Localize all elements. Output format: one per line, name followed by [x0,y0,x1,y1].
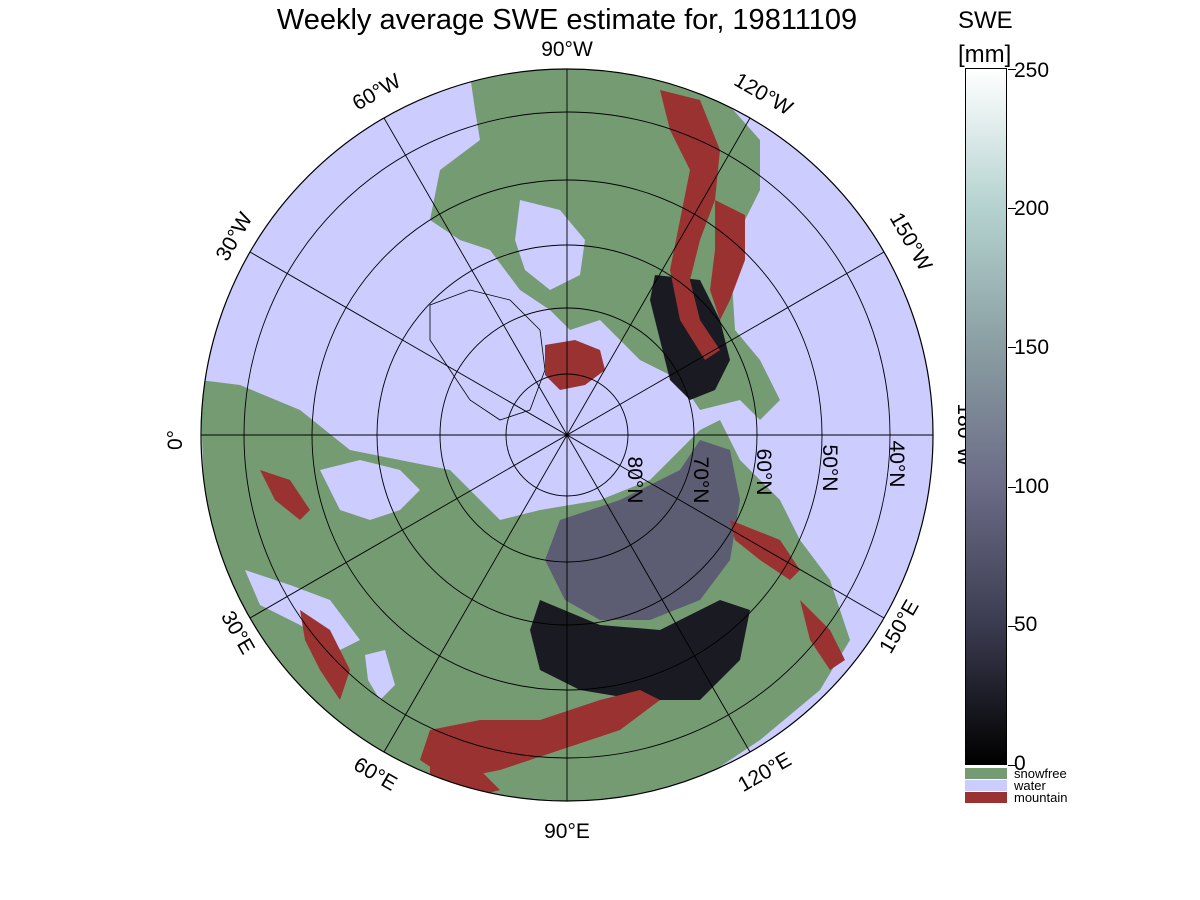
snow-siberia-dark [530,600,750,700]
mountain-rockies [660,90,720,360]
water-mediterranean [245,570,360,650]
lon-label-0: 0° [164,430,187,450]
lon-label-60w: 60°W [349,69,405,115]
lat-label-60n: 60°N [752,449,775,496]
lat-label-50n: 50°N [818,445,841,492]
colorbar-tick [1008,347,1016,348]
label-water: water [1014,778,1046,793]
colorbar-label-0: 0 [1014,752,1026,775]
colorbar-label-50: 50 [1014,613,1038,636]
land-greenland [429,289,546,421]
colorbar-label-200: 200 [1014,197,1050,220]
map-title: Weekly average SWE estimate for, 1981110… [276,4,858,36]
colorbar-tick [1008,765,1016,766]
colorbar-tick [1008,626,1016,627]
water-baltic [320,460,420,520]
swatch-water [965,780,1007,791]
colorbar-title-line1: SWE [958,7,1013,34]
mountain-ellesmere [545,340,605,390]
colorbar-title: SWE [mm] [958,4,1013,72]
lat-label-40n: 40°N [885,441,908,488]
water-caspian [365,650,395,700]
lat-label-70n: 70°N [689,457,712,504]
mountain-japan [800,600,845,670]
lon-label-60e: 60°E [350,753,401,796]
land-layer [201,69,850,801]
colorbar-title-line2: [mm] [958,41,1012,68]
map-border [200,68,934,802]
meridians [201,69,933,801]
colorbar-label-100: 100 [1014,475,1050,498]
swatch-mountain [965,792,1007,803]
colorbar-label-250: 250 [1014,59,1050,82]
water-hudson-bay [515,200,585,290]
mountain-caucasus [300,610,350,700]
label-snowfree: snowfree [1014,766,1067,781]
colorbar-tick [1008,69,1016,70]
lon-label-90e: 90°E [544,820,590,843]
mountain-himalaya [420,690,660,780]
colorbar-tick [1008,487,1016,488]
mountain-alps [260,470,310,520]
snow-siberia [545,440,740,620]
lat-label-80n: 80°N [623,457,646,504]
swatch-snowfree [965,768,1007,779]
lon-label-150w: 150°W [885,209,937,275]
snow-alaska [650,275,730,400]
lon-label-90w: 90°W [541,38,593,61]
colorbar-label-150: 150 [1014,336,1050,359]
label-mountain: mountain [1014,790,1068,805]
swe-colorbar [965,68,1007,765]
colorbar-tick [1008,208,1016,209]
mountain-east-asia [730,520,800,580]
